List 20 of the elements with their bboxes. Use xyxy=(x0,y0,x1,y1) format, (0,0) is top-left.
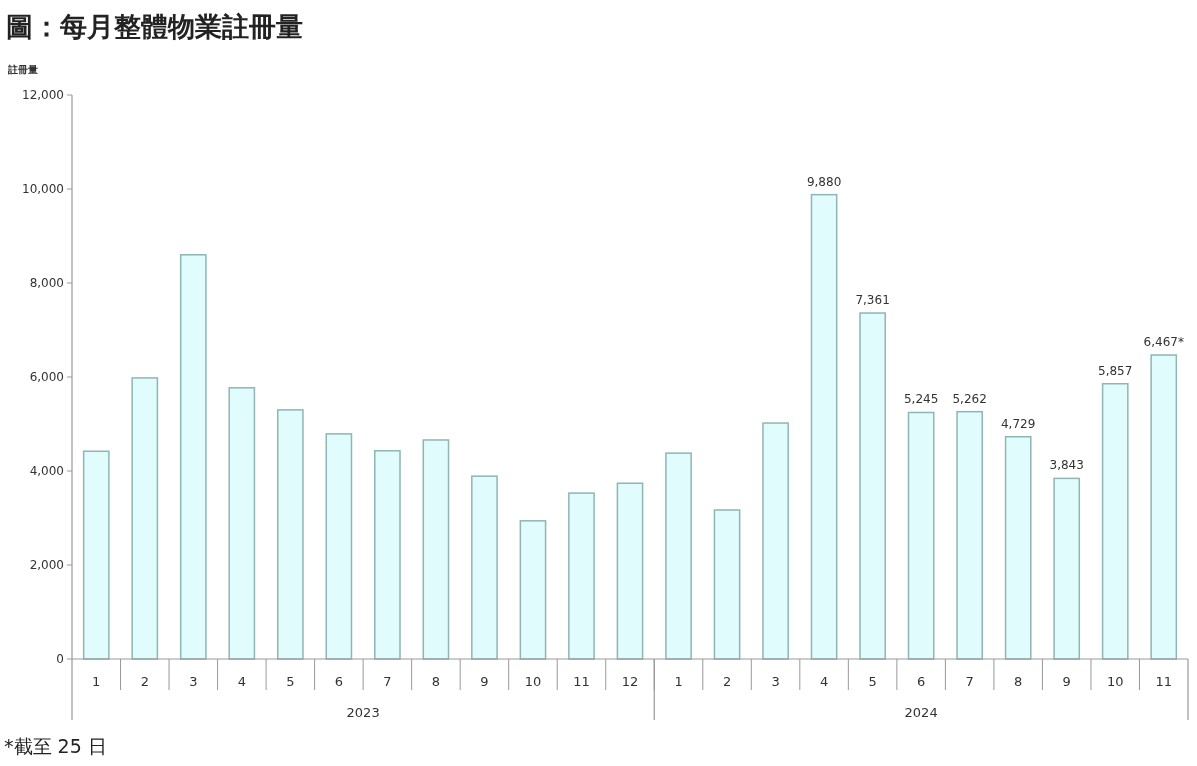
data-label: 9,880 xyxy=(806,174,842,189)
data-label: 5,262 xyxy=(952,391,987,406)
data-label: 3,843 xyxy=(1049,458,1084,473)
chart-title: 圖：每月整體物業註冊量 xyxy=(6,11,303,42)
y-axis-title: 註冊量 xyxy=(7,64,38,75)
y-tick-label: 4,000 xyxy=(29,464,64,478)
y-tick-label: 8,000 xyxy=(29,276,64,290)
y-tick-label: 10,000 xyxy=(22,182,64,196)
y-tick-label: 0 xyxy=(56,652,64,666)
data-label: 4,729 xyxy=(1000,416,1036,431)
data-label: 7,361 xyxy=(855,293,890,308)
data-label: 5,245 xyxy=(903,392,939,407)
text: 2024 xyxy=(904,705,938,720)
y-tick-label: 12,000 xyxy=(22,88,64,102)
data-label: 5,857 xyxy=(1098,363,1133,378)
text: 2023 xyxy=(346,705,380,720)
y-tick-label: 6,000 xyxy=(29,370,64,384)
data-label: 6,467* xyxy=(1143,335,1184,350)
text: *截至 25 日 xyxy=(4,735,107,757)
y-tick-label: 2,000 xyxy=(29,558,64,572)
